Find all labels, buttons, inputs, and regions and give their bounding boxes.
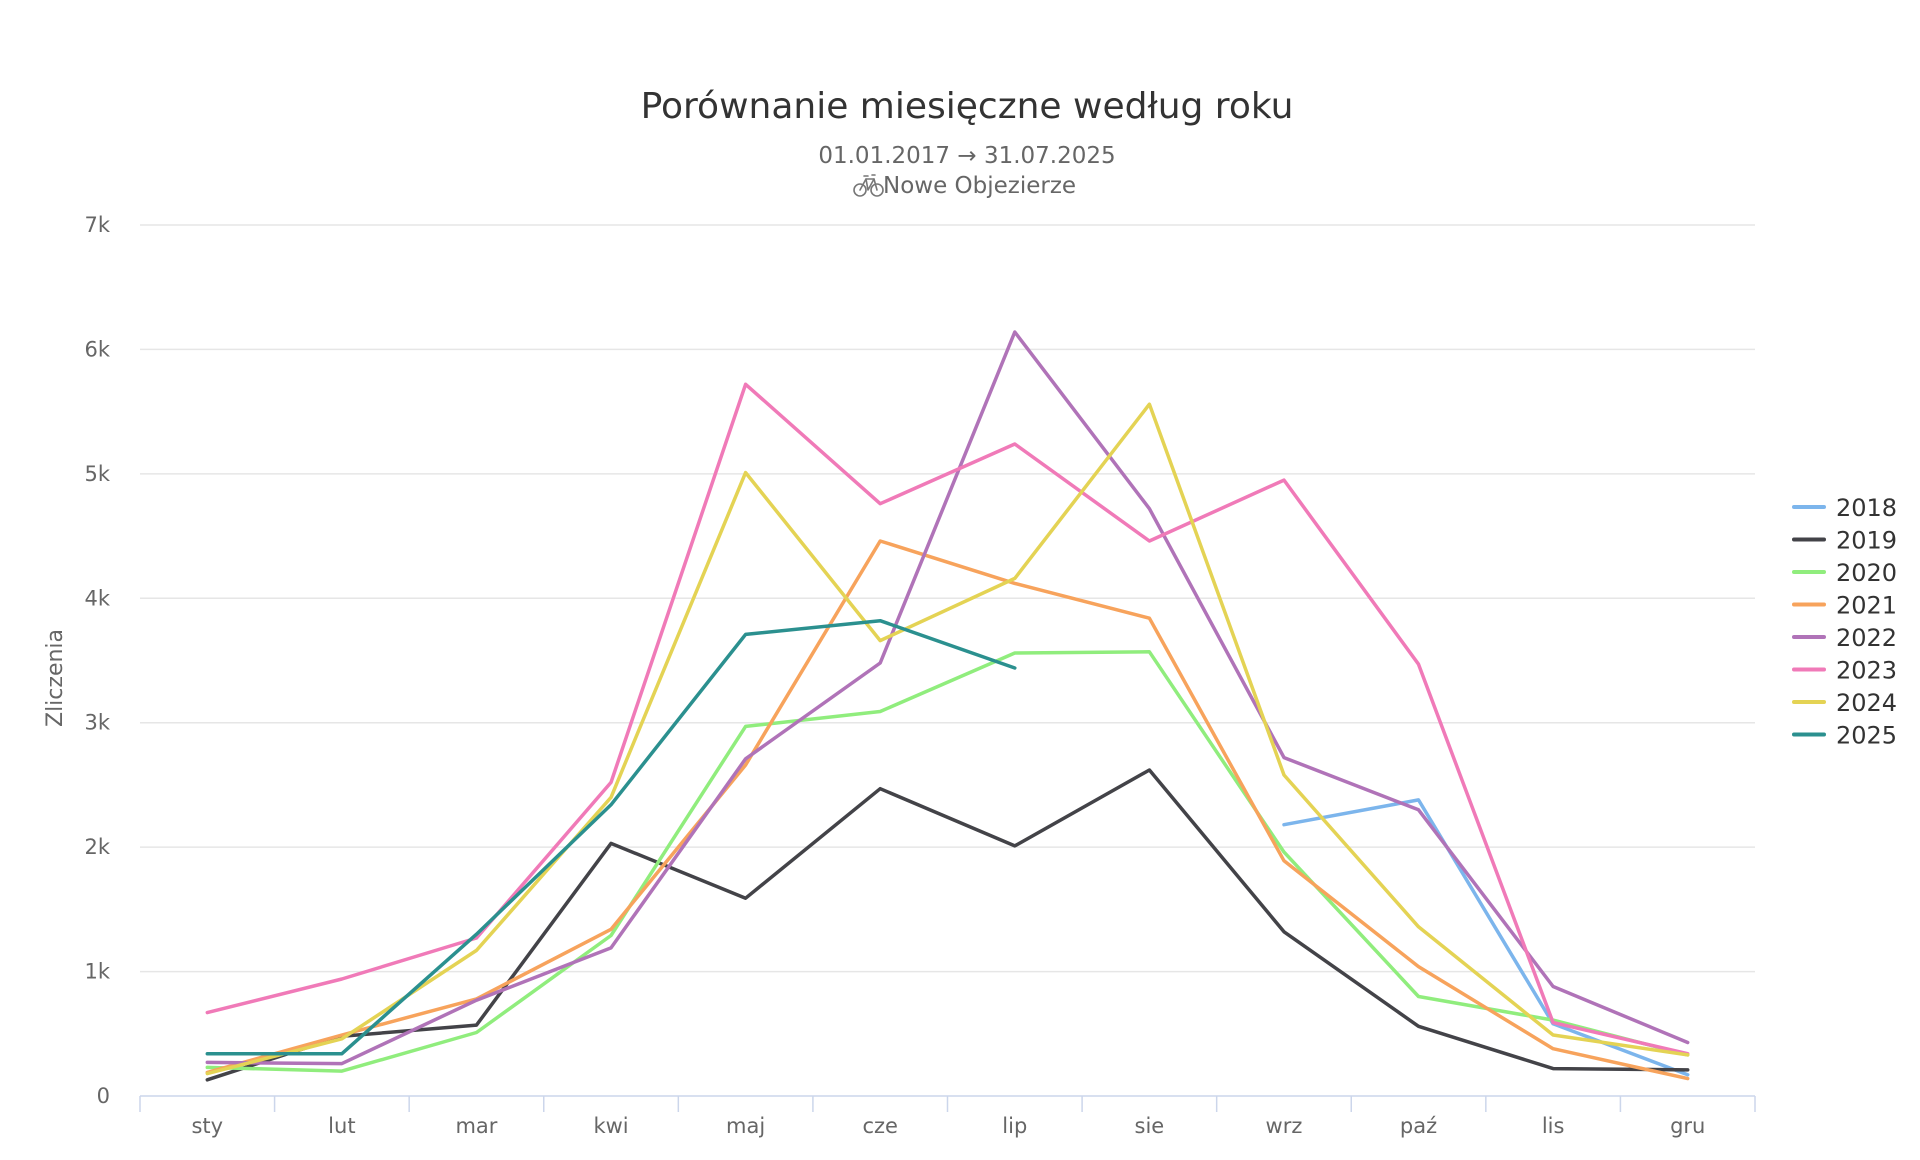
x-tick-label: mar <box>455 1114 497 1138</box>
x-tick-label: lis <box>1542 1114 1565 1138</box>
series-line-2022 <box>205 330 1690 1066</box>
series-line-2018 <box>1282 798 1690 1077</box>
y-axis-title: Zliczenia <box>43 629 68 727</box>
x-tick-label: lip <box>1002 1114 1027 1138</box>
legend-label: 2022 <box>1836 624 1897 652</box>
chart-title: Porównanie miesięczne według roku <box>641 86 1294 127</box>
x-tick-label: maj <box>726 1114 765 1138</box>
series-line-2025 <box>205 618 1017 1056</box>
legend-item-2024[interactable]: 2024 <box>1792 689 1897 717</box>
y-axis-ticks: 0 1k 2k 3k 4k 5k 6k 7k <box>84 213 110 1108</box>
legend-label: 2023 <box>1836 657 1897 685</box>
legend-item-2025[interactable]: 2025 <box>1792 722 1897 750</box>
chart-subtitle-location: Nowe Objezierze <box>853 173 1076 199</box>
x-tick-label: paź <box>1400 1114 1437 1138</box>
series-line-2019 <box>205 768 1690 1082</box>
x-tick-label: sty <box>191 1114 223 1138</box>
legend-label: 2018 <box>1836 494 1897 522</box>
grid-lines <box>140 224 1755 973</box>
chart-subtitle-location-text: Nowe Objezierze <box>883 173 1076 199</box>
y-tick-label: 5k <box>84 462 110 486</box>
legend[interactable]: 2018 2019 2020 2021 2022 2023 2024 2025 <box>1792 494 1897 750</box>
y-tick-label: 4k <box>84 586 110 610</box>
legend-label: 2021 <box>1836 592 1897 620</box>
legend-item-2018[interactable]: 2018 <box>1792 494 1897 522</box>
y-tick-label: 2k <box>84 835 110 859</box>
series-line-2024 <box>205 402 1690 1076</box>
x-tick-label: lut <box>328 1114 355 1138</box>
legend-item-2023[interactable]: 2023 <box>1792 657 1897 685</box>
y-tick-label: 3k <box>84 711 110 735</box>
legend-item-2022[interactable]: 2022 <box>1792 624 1897 652</box>
bicycle-icon <box>853 174 884 197</box>
x-tick-label: sie <box>1135 1114 1165 1138</box>
legend-label: 2024 <box>1836 689 1897 717</box>
x-tick-label: wrz <box>1266 1114 1303 1138</box>
legend-item-2020[interactable]: 2020 <box>1792 559 1897 587</box>
x-tick-label: cze <box>862 1114 898 1138</box>
legend-item-2021[interactable]: 2021 <box>1792 592 1897 620</box>
series-line-2020 <box>205 650 1690 1073</box>
legend-label: 2025 <box>1836 722 1897 750</box>
legend-label: 2019 <box>1836 527 1897 555</box>
series-line-2023 <box>205 382 1690 1056</box>
y-tick-label: 6k <box>84 337 110 361</box>
chart-subtitle-dates: 01.01.2017 → 31.07.2025 <box>818 143 1115 169</box>
y-tick-label: 7k <box>84 213 110 237</box>
x-axis: sty lut mar kwi maj cze lip sie wrz paź lis gru <box>139 1095 1756 1138</box>
series-lines <box>205 330 1690 1082</box>
x-tick-label: kwi <box>593 1114 628 1138</box>
legend-item-2019[interactable]: 2019 <box>1792 527 1897 555</box>
y-tick-label: 1k <box>84 960 110 984</box>
y-tick-label: 0 <box>97 1084 110 1108</box>
x-tick-label: gru <box>1670 1114 1705 1138</box>
series-line-2021 <box>205 539 1690 1081</box>
legend-label: 2020 <box>1836 559 1897 587</box>
